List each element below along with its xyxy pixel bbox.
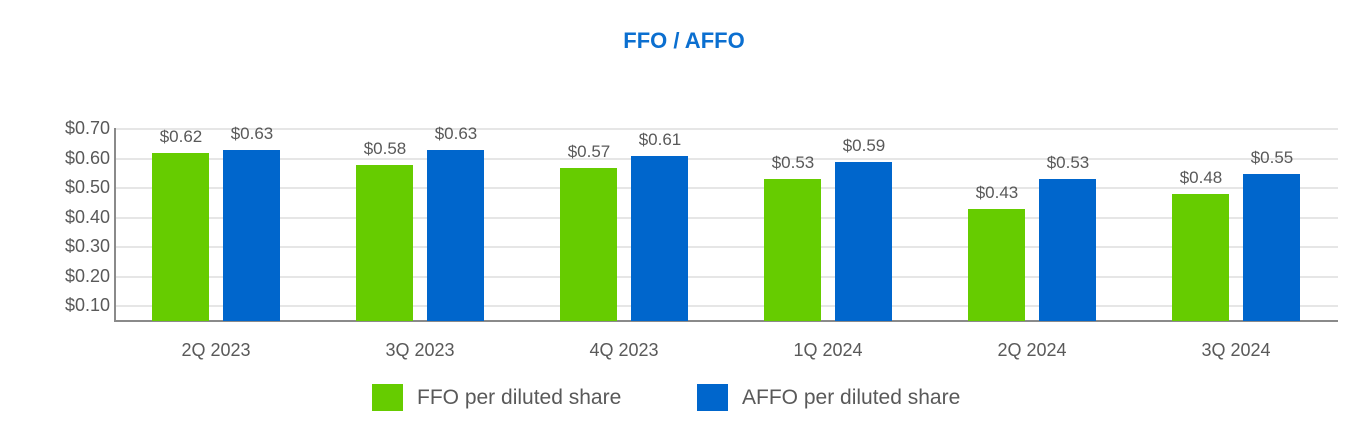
chart-title: FFO / AFFO [623, 28, 745, 53]
x-tick-label: 3Q 2023 [385, 340, 455, 360]
legend-label-ffo: FFO per diluted share [417, 385, 622, 409]
gridline [114, 157, 1338, 160]
y-tick-label: $0.70 [64, 118, 110, 139]
data-label: $0.63 [434, 123, 478, 143]
bar-affo-4q-2023 [631, 155, 688, 321]
data-label: $0.63 [230, 123, 274, 143]
data-label: $0.53 [1046, 153, 1090, 173]
bar-affo-3q-2024 [1243, 173, 1300, 321]
data-label: $0.58 [363, 138, 407, 158]
bar-ffo-1q-2024 [764, 179, 821, 321]
gridline [114, 128, 1338, 131]
legend-swatch-ffo [372, 384, 403, 411]
data-label: $0.43 [975, 182, 1019, 202]
gridline [114, 246, 1338, 249]
bar-affo-2q-2024 [1039, 179, 1096, 321]
bar-affo-1q-2024 [835, 161, 892, 321]
x-tick-label: 4Q 2023 [589, 340, 659, 360]
gridline [114, 216, 1338, 219]
gridline [114, 275, 1338, 278]
y-tick-label: $0.50 [64, 177, 110, 198]
y-tick-label: $0.30 [64, 236, 110, 257]
bar-ffo-3q-2024 [1172, 194, 1229, 321]
x-tick-label: 3Q 2024 [1201, 340, 1271, 360]
bar-ffo-2q-2024 [968, 208, 1025, 321]
y-tick-label: $0.20 [64, 265, 110, 286]
plot-area: $0.62 $0.63 $0.58 $0.63 $0.57 $0.61 $0.53 $0.59… [114, 100, 1338, 322]
legend-item-ffo: FFO per diluted share [372, 384, 621, 411]
bar-ffo-2q-2023 [152, 152, 209, 321]
bar-affo-2q-2023 [223, 149, 280, 321]
y-tick-label: $0.40 [64, 206, 110, 227]
y-tick-label: $0.10 [64, 295, 110, 316]
legend-label-affo: AFFO per diluted share [742, 385, 961, 409]
x-axis-line [114, 320, 1338, 322]
x-tick-label: 2Q 2024 [997, 340, 1067, 360]
bar-ffo-3q-2023 [356, 164, 413, 321]
data-label: $0.61 [638, 129, 682, 149]
data-label: $0.62 [159, 126, 203, 146]
gridline [114, 187, 1338, 190]
data-label: $0.53 [771, 153, 815, 173]
data-label: $0.55 [1250, 147, 1294, 167]
data-label: $0.48 [1179, 168, 1223, 188]
data-label: $0.59 [842, 135, 886, 155]
legend-swatch-affo [697, 384, 728, 411]
gridline [114, 305, 1338, 308]
x-tick-label: 2Q 2023 [181, 340, 251, 360]
bar-affo-3q-2023 [427, 149, 484, 321]
bar-ffo-4q-2023 [560, 167, 617, 321]
y-tick-label: $0.60 [64, 147, 110, 168]
legend: FFO per diluted share AFFO per diluted s… [0, 384, 1368, 414]
legend-item-affo: AFFO per diluted share [697, 384, 960, 411]
y-axis-line [114, 128, 116, 321]
x-tick-label: 1Q 2024 [793, 340, 863, 360]
data-label: $0.57 [567, 141, 611, 161]
